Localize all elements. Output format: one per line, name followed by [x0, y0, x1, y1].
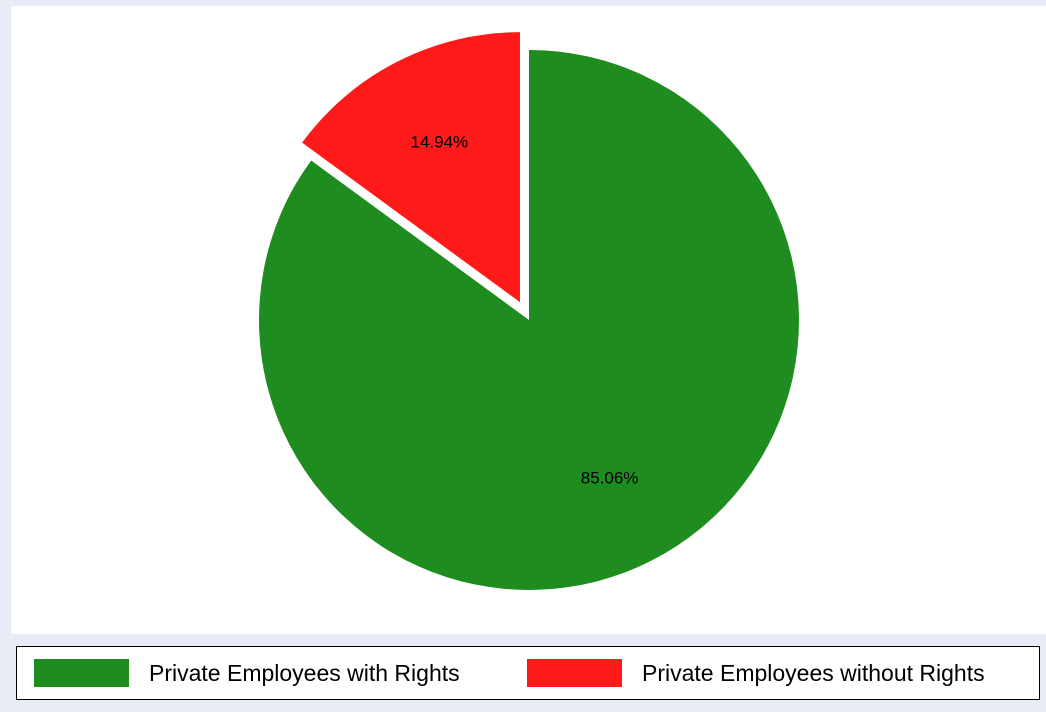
legend-entry-with-rights: Private Employees with Rights	[34, 647, 460, 699]
plot-region: 85.06% 14.94%	[11, 6, 1046, 634]
legend-label-without-rights: Private Employees without Rights	[642, 659, 985, 686]
slice-label-without-rights: 14.94%	[411, 133, 469, 152]
legend-entry-without-rights: Private Employees without Rights	[527, 647, 985, 699]
pie-slice-with-rights	[258, 50, 800, 590]
legend-swatch-with-rights	[34, 659, 129, 687]
legend-label-with-rights: Private Employees with Rights	[149, 659, 460, 686]
legend-swatch-without-rights	[527, 659, 622, 687]
pie-slice-without-rights	[302, 32, 520, 303]
pie-chart: 85.06% 14.94%	[258, 32, 800, 590]
legend: Private Employees with Rights Private Em…	[16, 646, 1040, 700]
slice-label-with-rights: 85.06%	[581, 468, 639, 487]
